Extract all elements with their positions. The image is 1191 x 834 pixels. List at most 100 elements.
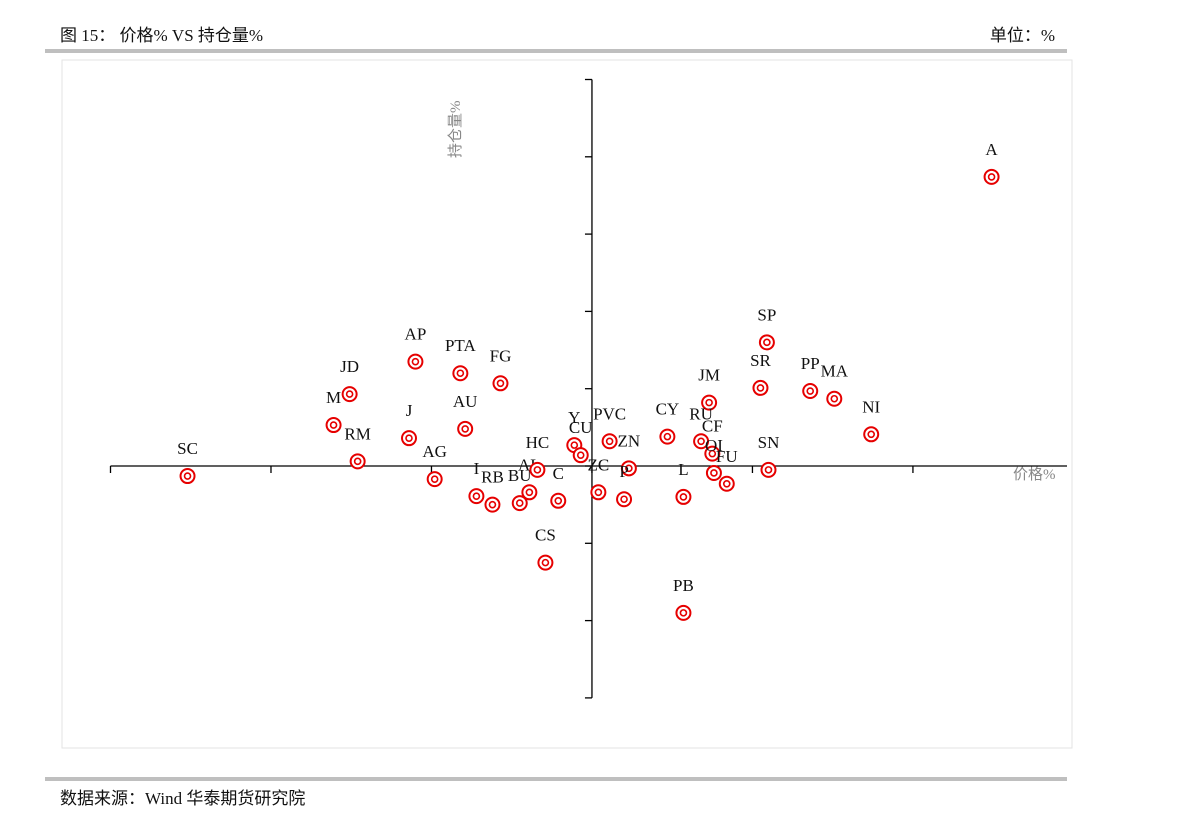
point-label: PP xyxy=(801,354,820,373)
point-label: SN xyxy=(758,433,780,452)
point xyxy=(701,394,718,411)
point xyxy=(718,475,735,492)
point-core xyxy=(554,496,563,505)
point-label: JD xyxy=(340,357,359,376)
point-ring xyxy=(179,468,196,485)
point-core xyxy=(679,493,688,501)
point-label: CU xyxy=(569,418,593,437)
point-label: OI xyxy=(705,436,723,455)
point-label: PVC xyxy=(593,404,626,423)
point-ring xyxy=(760,461,777,478)
point-ring xyxy=(693,433,710,450)
point-core xyxy=(525,488,534,497)
point xyxy=(521,484,538,501)
source-note: 数据来源：Wind 华泰期货研究院 xyxy=(60,789,305,808)
point xyxy=(401,430,418,447)
point xyxy=(179,468,196,485)
point-label: HC xyxy=(526,433,550,452)
point-core xyxy=(329,421,338,429)
point-ring xyxy=(529,461,546,478)
point-ring xyxy=(659,428,676,445)
point-core xyxy=(605,437,614,446)
point xyxy=(426,471,443,488)
point-label: A xyxy=(985,140,998,159)
point-label: L xyxy=(678,460,688,479)
point xyxy=(752,379,769,396)
point-ring xyxy=(457,420,474,437)
point xyxy=(468,488,485,505)
point-label: Y xyxy=(568,408,580,427)
point-label: AP xyxy=(405,325,427,344)
point-label: NI xyxy=(862,397,880,416)
point-core xyxy=(461,425,469,433)
point-ring xyxy=(401,430,418,447)
point-core xyxy=(183,472,192,480)
point xyxy=(349,453,366,470)
point-core xyxy=(456,369,465,378)
point-ring xyxy=(983,168,1000,185)
point-ring xyxy=(407,353,424,370)
point xyxy=(484,496,501,513)
point xyxy=(407,353,424,370)
point-label: PB xyxy=(673,576,694,595)
chart-title: 图 15： 价格% VS 持仓量% xyxy=(60,26,263,45)
point xyxy=(675,604,692,621)
point-ring xyxy=(492,375,509,392)
point-label: M xyxy=(326,388,341,407)
point-core xyxy=(697,437,705,446)
point-core xyxy=(533,466,542,474)
point xyxy=(550,492,567,509)
point-core xyxy=(620,495,628,504)
point xyxy=(601,433,618,450)
point-core xyxy=(488,500,497,509)
point-core xyxy=(405,434,413,442)
point-label: RB xyxy=(481,468,504,487)
point xyxy=(572,447,589,464)
point-label: MA xyxy=(821,362,849,381)
header-rule xyxy=(45,49,1067,53)
point-label: SR xyxy=(750,351,771,370)
point-core xyxy=(830,394,839,403)
point xyxy=(492,375,509,392)
point-label: P xyxy=(619,462,628,481)
point-ring xyxy=(468,488,485,505)
point-core xyxy=(625,464,633,473)
point-ring xyxy=(550,492,567,509)
point-label: CY xyxy=(656,400,680,419)
point-ring xyxy=(616,491,633,508)
point-core xyxy=(570,441,579,449)
point-label: SP xyxy=(757,305,776,324)
point-ring xyxy=(341,386,358,403)
point-ring xyxy=(675,604,692,621)
point-core xyxy=(710,469,718,477)
point xyxy=(863,426,880,443)
point-ring xyxy=(705,464,722,481)
point-label: ZC xyxy=(588,455,610,474)
point-core xyxy=(705,398,713,407)
point-core xyxy=(472,492,481,500)
point-label: RM xyxy=(344,424,370,443)
point-label: FG xyxy=(490,346,512,365)
plot-frame xyxy=(61,59,1073,749)
point-ring xyxy=(701,394,718,411)
point-core xyxy=(576,451,585,459)
point-label: AG xyxy=(422,442,447,461)
point xyxy=(675,488,692,505)
point-core xyxy=(679,609,688,617)
point-core xyxy=(722,479,731,488)
point-ring xyxy=(704,445,721,462)
point-ring xyxy=(452,365,469,382)
point-core xyxy=(353,457,362,466)
point xyxy=(705,464,722,481)
point-ring xyxy=(758,334,775,351)
point-core xyxy=(541,558,550,567)
point-label: AU xyxy=(453,392,478,411)
point-ring xyxy=(484,496,501,513)
point-ring xyxy=(718,475,735,492)
point-label: I xyxy=(474,459,480,478)
point xyxy=(590,484,607,501)
x-axis-title: 价格% xyxy=(1013,466,1056,483)
point-label: CS xyxy=(535,526,556,545)
point-core xyxy=(987,173,996,181)
point xyxy=(758,334,775,351)
